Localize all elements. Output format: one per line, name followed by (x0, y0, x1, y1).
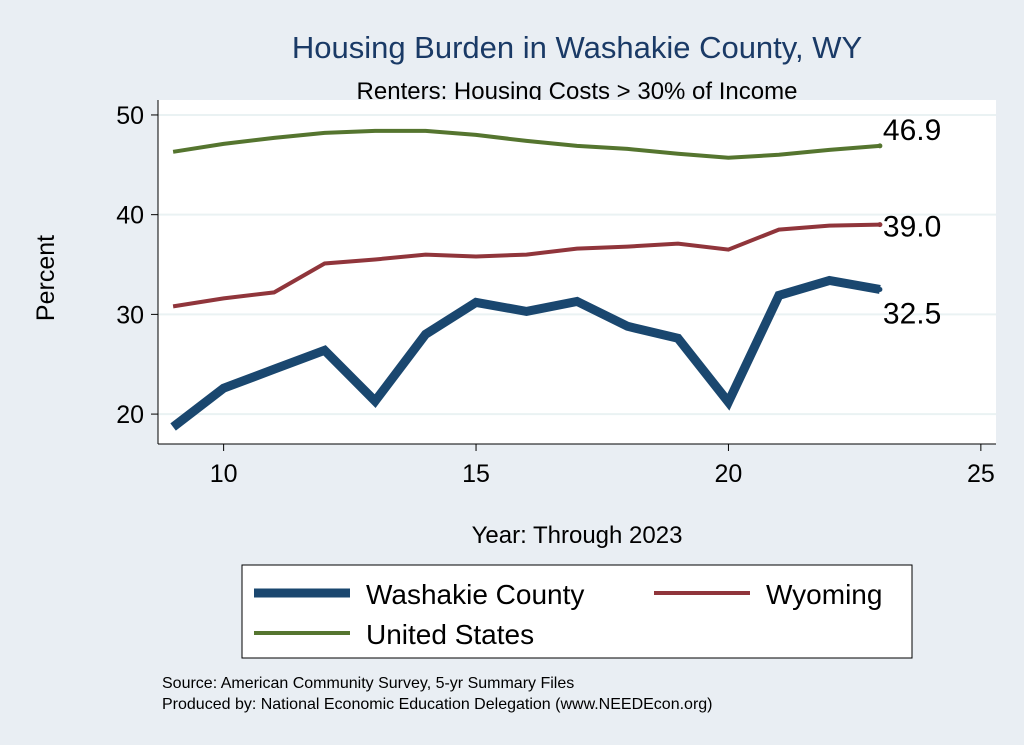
x-axis-label: Year: Through 2023 (472, 522, 683, 549)
series-line-1 (170, 275, 881, 431)
y-tick-label: 50 (116, 102, 144, 130)
y-tick-label: 20 (116, 401, 144, 429)
legend-label-2: Wyoming (766, 579, 882, 610)
end-labels: 32.5 39.0 46.9 (883, 114, 941, 331)
source-note: Source: American Community Survey, 5-yr … (162, 675, 574, 692)
legend-label-1: Washakie County (366, 579, 584, 610)
y-tick-label: 30 (116, 301, 144, 329)
end-label-2: 39.0 (883, 211, 941, 244)
x-tick-label: 20 (715, 460, 743, 488)
produced-by-note: Produced by: National Economic Education… (162, 696, 713, 713)
legend: Washakie County Wyoming United States (254, 579, 882, 650)
chart-title: Housing Burden in Washakie County, WY (292, 30, 862, 65)
series-end-marker-2 (877, 222, 883, 228)
series-line-3 (172, 128, 881, 160)
y-axis-label: Percent (32, 235, 60, 321)
series-end-marker-1 (877, 286, 883, 292)
x-tick-label: 25 (967, 460, 995, 488)
series-line-2 (172, 222, 880, 309)
legend-label-3: United States (366, 619, 534, 650)
plot-area (158, 100, 996, 444)
end-label-3: 46.9 (883, 114, 941, 147)
y-axis-ticks: 20 30 40 50 (116, 102, 158, 429)
x-tick-label: 10 (210, 460, 238, 488)
series-lines (170, 128, 883, 431)
series-end-marker-3 (877, 143, 883, 149)
x-tick-label: 15 (462, 460, 490, 488)
legend-box (241, 564, 913, 659)
x-axis-ticks: 10 15 20 25 (210, 444, 995, 488)
end-label-1: 32.5 (883, 297, 941, 330)
y-tick-label: 40 (116, 202, 144, 230)
grid-lines (158, 113, 996, 416)
